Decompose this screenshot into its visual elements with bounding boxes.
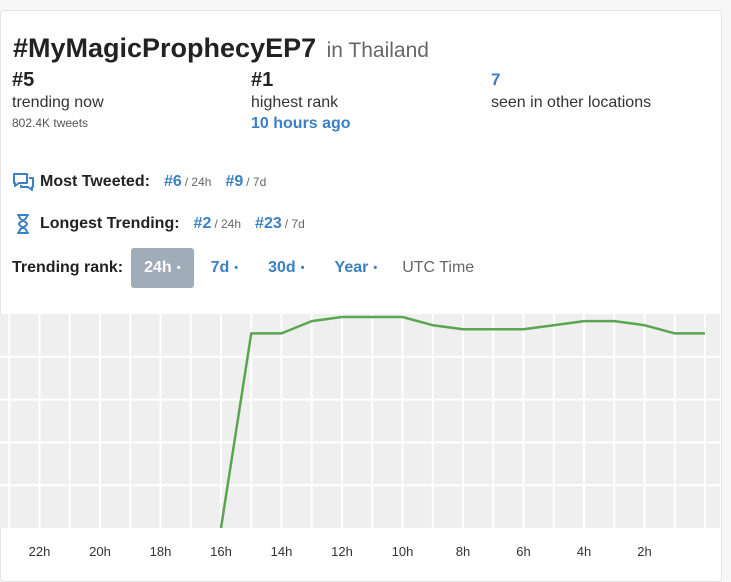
highest-rank-time-link[interactable]: 10 hours ago [251, 115, 351, 132]
current-rank: #5 [12, 69, 35, 91]
most-tweeted-24h-rank[interactable]: #6 [163, 173, 182, 190]
x-tick-label: 20h [89, 544, 111, 559]
range-7d-button[interactable]: 7d • [198, 248, 252, 288]
x-tick-label: 10h [392, 544, 414, 559]
other-locations-stat: 7 seen in other locations [491, 68, 651, 114]
x-tick-label: 2h [637, 544, 651, 559]
x-tick-label: 16h [210, 544, 232, 559]
range-30d-button[interactable]: 30d • [255, 248, 317, 288]
dot-icon: • [234, 262, 239, 274]
dot-icon: • [300, 262, 305, 274]
trending-rank-label: Trending rank: [12, 259, 124, 276]
x-tick-label: 8h [456, 544, 470, 559]
highest-rank-stat: #1 highest rank 10 hours ago [251, 68, 351, 134]
location-label: in Thailand [326, 39, 429, 62]
x-tick-label: 18h [150, 544, 172, 559]
hashtag-title[interactable]: #MyMagicProphecyEP7 [13, 33, 317, 63]
most-tweeted-label: Most Tweeted: [40, 173, 150, 190]
range-7d-label: 7d [210, 259, 230, 276]
utc-time-toggle[interactable]: UTC Time [402, 259, 475, 276]
range-24h-label: 24h [144, 259, 172, 276]
most-tweeted-row: Most Tweeted: #6 / 24h #9 / 7d [12, 170, 280, 194]
highest-rank-label: highest rank [251, 94, 339, 111]
longest-trending-7d-rank[interactable]: #23 [255, 215, 282, 232]
trending-rank-selector: Trending rank: 24h • 7d • 30d • Year • UTC T… [12, 248, 474, 288]
most-tweeted-7d-rank[interactable]: #9 [225, 173, 244, 190]
range-year-button[interactable]: Year • [322, 248, 391, 288]
rank-line-series [219, 315, 705, 529]
other-locations-label: seen in other locations [491, 94, 652, 111]
longest-trending-24h-rank[interactable]: #2 [193, 215, 212, 232]
dot-icon: • [373, 262, 378, 274]
range-24h-button[interactable]: 24h • [131, 248, 194, 288]
most-tweeted-7d-period: / 7d [246, 175, 267, 189]
other-locations-count[interactable]: 7 [491, 70, 501, 89]
hourglass-icon [12, 213, 36, 235]
x-tick-label: 22h [29, 544, 51, 559]
x-tick-label: 14h [271, 544, 293, 559]
page-title: #MyMagicProphecyEP7 in Thailand [13, 33, 429, 64]
trending-rank-chart: 22h 20h 18h 16h 14h 12h 10h 8h 6h 4h 2h [0, 314, 720, 559]
chart-plot-area [0, 314, 720, 528]
dot-icon: • [176, 262, 181, 274]
current-rank-stat: #5 trending now 802.4K tweets [12, 68, 104, 132]
x-tick-label: 6h [516, 544, 530, 559]
range-30d-label: 30d [268, 259, 296, 276]
longest-trending-24h-period: / 24h [214, 217, 242, 231]
most-tweeted-24h-period: / 24h [184, 175, 212, 189]
longest-trending-7d-period: / 7d [284, 217, 305, 231]
range-year-label: Year [334, 259, 369, 276]
x-tick-label: 12h [331, 544, 353, 559]
chat-bubbles-icon [12, 171, 36, 193]
tweet-count: 802.4K tweets [12, 116, 89, 130]
current-rank-label: trending now [12, 94, 104, 111]
longest-trending-row: Longest Trending: #2 / 24h #23 / 7d [12, 212, 319, 236]
x-tick-label: 4h [577, 544, 591, 559]
highest-rank: #1 [251, 69, 274, 91]
longest-trending-label: Longest Trending: [40, 215, 180, 232]
